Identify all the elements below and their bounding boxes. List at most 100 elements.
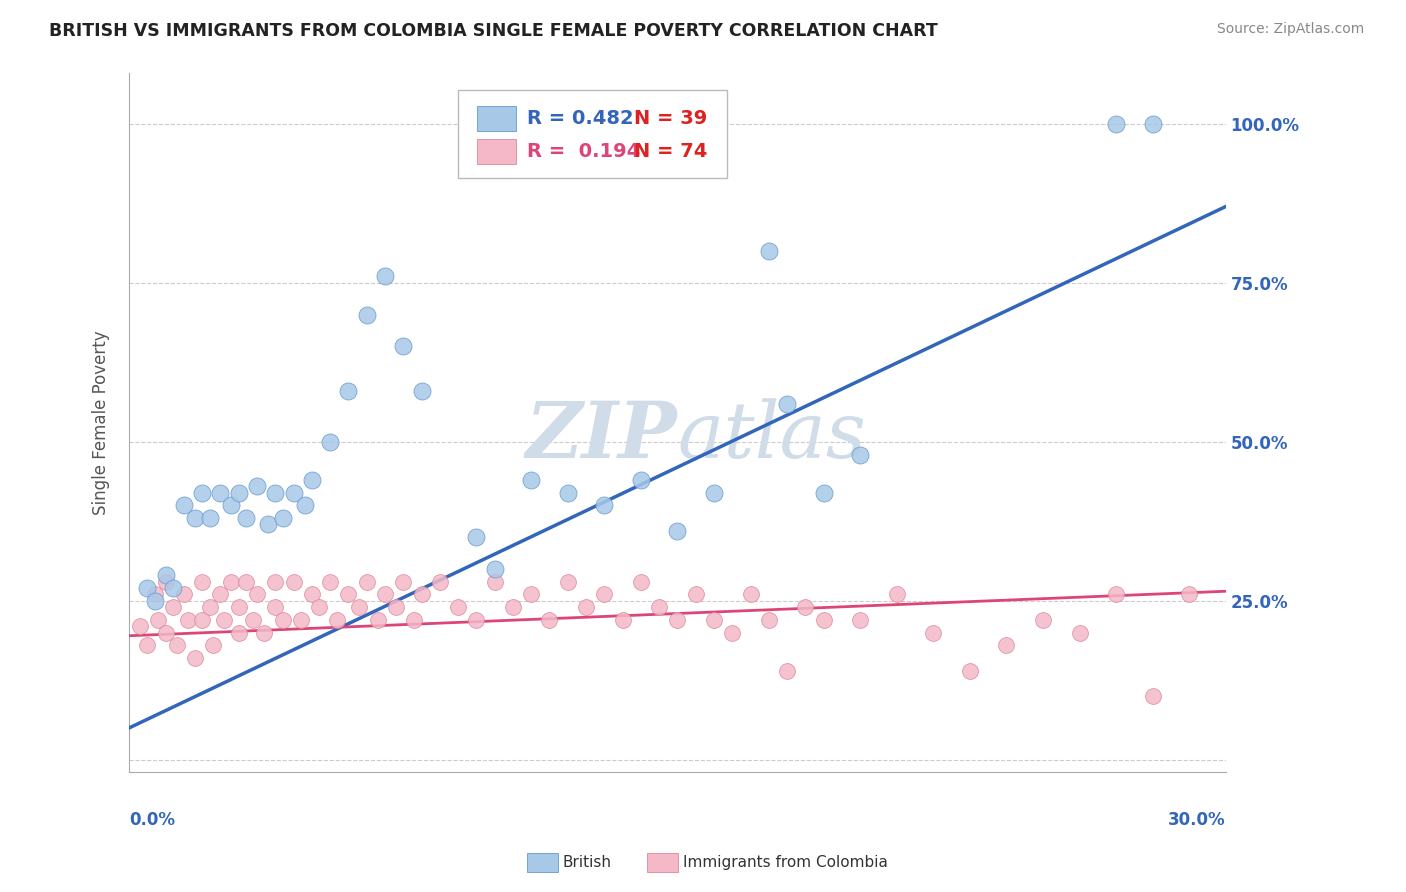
Point [367, 613, 389, 627]
Point [740, 587, 762, 601]
Point [253, 625, 276, 640]
Point [813, 613, 835, 627]
Point [666, 613, 689, 627]
Point [648, 600, 671, 615]
Point [198, 511, 221, 525]
Point [411, 384, 433, 398]
Point [235, 511, 257, 525]
Point [301, 587, 323, 601]
Point [922, 625, 945, 640]
Point [290, 613, 312, 627]
Point [849, 613, 872, 627]
Point [257, 517, 280, 532]
Point [202, 638, 225, 652]
Point [557, 574, 579, 589]
Point [520, 473, 543, 487]
Point [1105, 117, 1128, 131]
Text: British: British [562, 855, 612, 870]
Point [1142, 689, 1164, 703]
Point [162, 600, 184, 615]
Point [242, 613, 264, 627]
Point [575, 600, 598, 615]
Text: atlas: atlas [678, 399, 866, 475]
Point [1142, 117, 1164, 131]
Point [776, 397, 799, 411]
Point [155, 625, 177, 640]
Text: R = 0.482: R = 0.482 [527, 109, 634, 128]
Point [1032, 613, 1054, 627]
Point [484, 574, 506, 589]
Point [411, 587, 433, 601]
Point [703, 485, 725, 500]
Point [301, 473, 323, 487]
Point [173, 587, 195, 601]
Point [228, 625, 250, 640]
Point [173, 499, 195, 513]
Point [283, 485, 305, 500]
Point [294, 499, 316, 513]
Point [429, 574, 451, 589]
Text: R =  0.194: R = 0.194 [527, 142, 640, 161]
Point [129, 619, 152, 633]
Point [176, 613, 198, 627]
Point [283, 574, 305, 589]
Point [630, 574, 652, 589]
Text: Immigrants from Colombia: Immigrants from Colombia [683, 855, 889, 870]
Point [374, 269, 396, 284]
Point [1178, 587, 1201, 601]
Text: 0.0%: 0.0% [129, 811, 176, 829]
Point [271, 511, 294, 525]
Point [356, 574, 378, 589]
Point [813, 485, 835, 500]
Point [776, 664, 799, 678]
Point [465, 613, 488, 627]
Point [502, 600, 524, 615]
Point [794, 600, 817, 615]
Point [191, 613, 214, 627]
Point [184, 651, 207, 665]
Point [246, 479, 269, 493]
Point [148, 613, 170, 627]
Point [326, 613, 349, 627]
Point [593, 499, 616, 513]
Point [155, 568, 177, 582]
Point [404, 613, 426, 627]
Point [143, 587, 166, 601]
Point [155, 574, 177, 589]
Point [136, 581, 159, 595]
Point [209, 587, 232, 601]
Point [246, 587, 269, 601]
Point [557, 485, 579, 500]
Point [995, 638, 1018, 652]
Point [308, 600, 330, 615]
Point [166, 638, 188, 652]
Point [666, 524, 689, 538]
Point [319, 574, 342, 589]
Point [349, 600, 371, 615]
Point [465, 530, 488, 544]
Point [630, 473, 652, 487]
Point [191, 485, 214, 500]
Point [484, 562, 506, 576]
Point [1069, 625, 1091, 640]
Text: ZIP: ZIP [526, 399, 678, 475]
Point [886, 587, 908, 601]
Point [593, 587, 616, 601]
Point [228, 485, 250, 500]
Bar [477, 106, 516, 131]
Point [143, 594, 166, 608]
Point [191, 574, 214, 589]
Point [538, 613, 561, 627]
Point [385, 600, 408, 615]
Point [337, 587, 360, 601]
Point [612, 613, 634, 627]
Point [212, 613, 235, 627]
Point [221, 574, 243, 589]
Point [184, 511, 207, 525]
Point [758, 613, 780, 627]
Point [162, 581, 184, 595]
Point [685, 587, 707, 601]
Text: N = 74: N = 74 [634, 142, 707, 161]
Point [337, 384, 360, 398]
Text: Source: ZipAtlas.com: Source: ZipAtlas.com [1216, 22, 1364, 37]
